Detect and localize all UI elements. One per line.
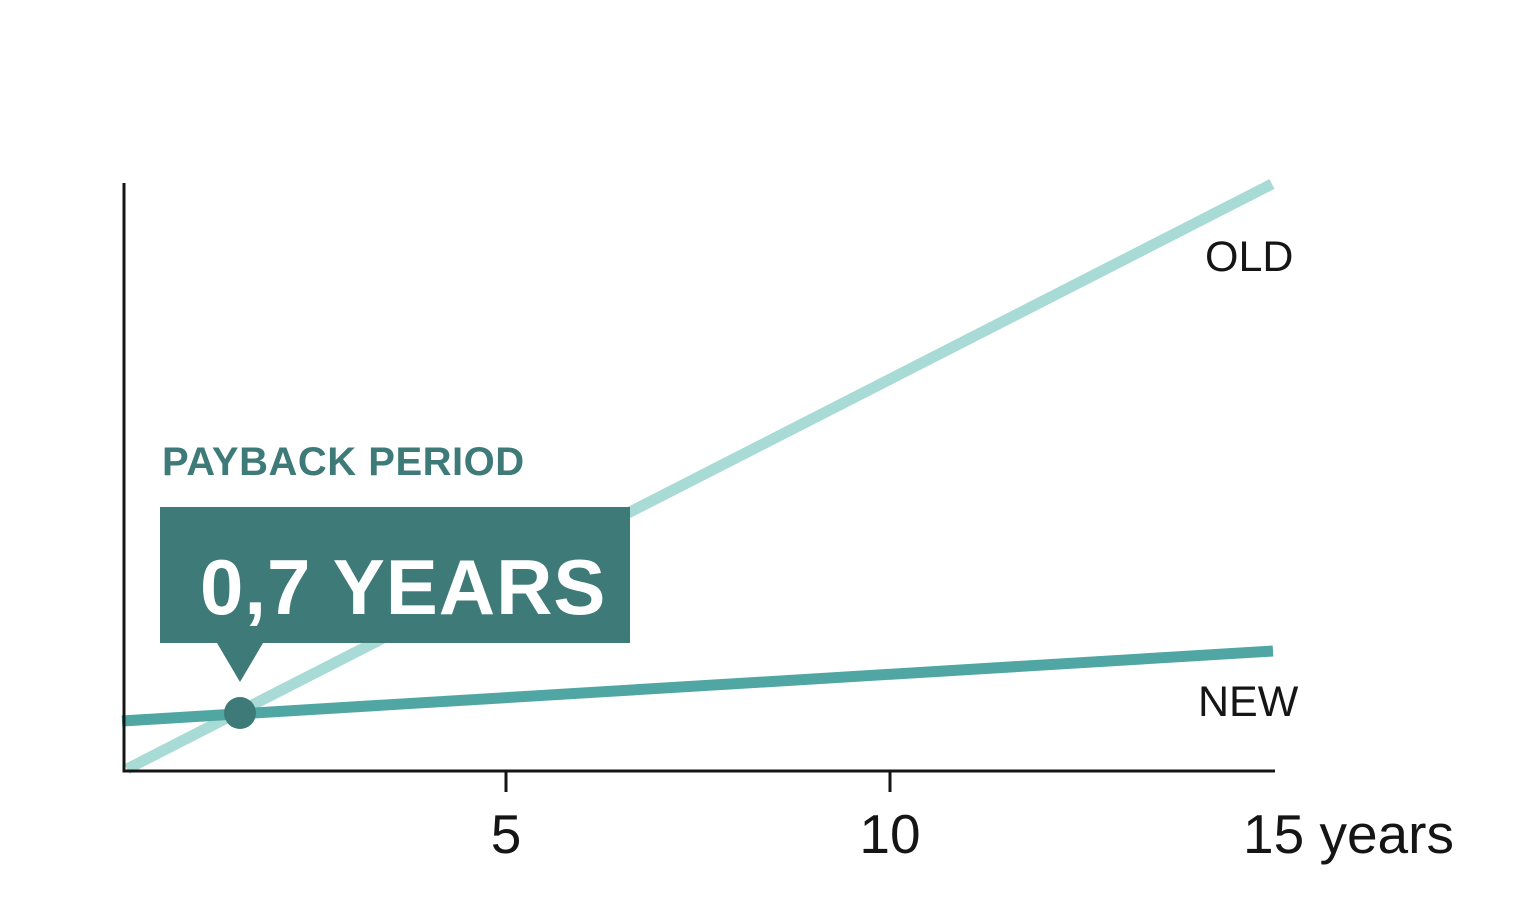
payback-callout-box	[160, 507, 630, 643]
new-series-label: NEW	[1198, 678, 1299, 726]
payback-value-text: 0,7 YEARS	[200, 543, 606, 631]
old-series-line	[124, 179, 1275, 774]
payback-period-title: PAYBACK PERIOD	[162, 440, 525, 484]
x-tick-label-5: 5	[491, 803, 522, 865]
intersection-dot	[224, 697, 256, 729]
old-series-label: OLD	[1205, 233, 1293, 281]
x-tick-label-10: 10	[859, 803, 920, 865]
payback-callout-pointer	[217, 643, 263, 682]
x-tick-label-15-years: 15 years	[1243, 803, 1454, 865]
new-series-line	[121, 645, 1274, 727]
